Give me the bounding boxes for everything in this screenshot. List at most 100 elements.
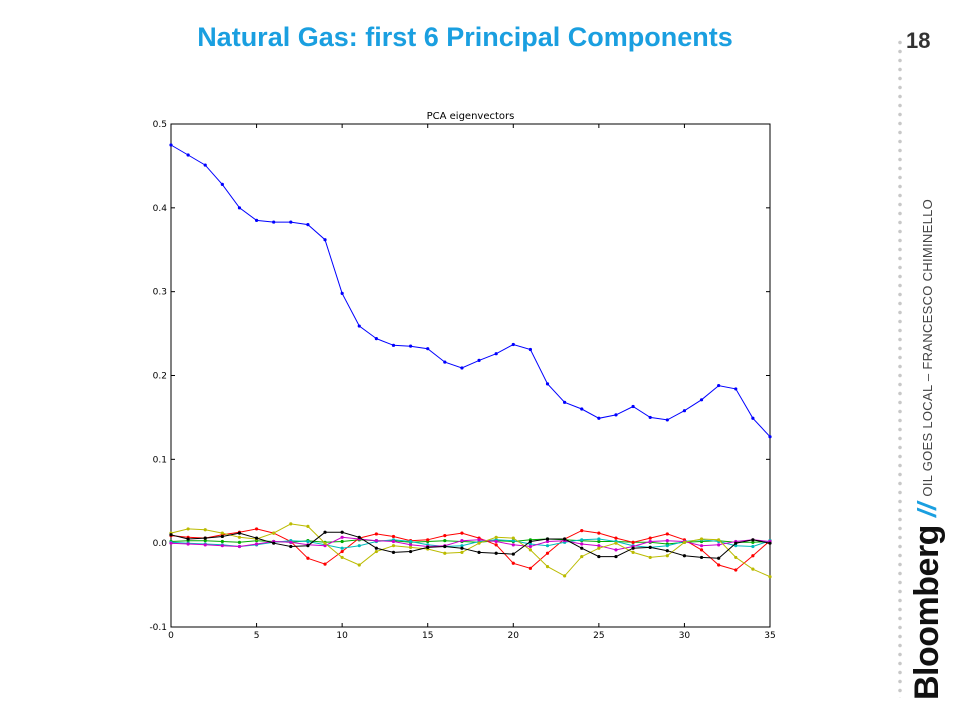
series-7-point bbox=[648, 545, 652, 549]
series-6-point bbox=[597, 546, 601, 550]
series-1-point bbox=[254, 218, 259, 223]
x-tick-label: 5 bbox=[254, 631, 260, 641]
series-1-point bbox=[648, 415, 652, 420]
series-6-point bbox=[272, 531, 276, 535]
series-7-point bbox=[289, 544, 293, 549]
series-1-point bbox=[306, 223, 310, 227]
series-1-point bbox=[768, 435, 772, 439]
y-tick-label: 0.3 bbox=[153, 288, 167, 298]
slide-title: Natural Gas: first 6 Principal Component… bbox=[197, 22, 733, 52]
series-1-point bbox=[751, 416, 755, 420]
series-5-point bbox=[477, 538, 481, 542]
series-6-point bbox=[631, 550, 635, 554]
series-7-point bbox=[494, 551, 498, 555]
decorative-dot-column bbox=[897, 38, 903, 698]
series-4-point bbox=[580, 538, 584, 542]
series-6-point bbox=[374, 549, 378, 554]
series-1-point bbox=[511, 342, 515, 347]
series-1-point bbox=[374, 337, 378, 341]
series-3-point bbox=[254, 527, 259, 531]
series-5-point bbox=[203, 543, 207, 547]
series-1-point bbox=[289, 220, 293, 224]
series-7-point bbox=[717, 556, 721, 560]
series-4-point bbox=[665, 544, 669, 548]
series-7-point bbox=[477, 550, 481, 554]
y-tick-label: 0.5 bbox=[153, 120, 167, 130]
series-3-point bbox=[443, 534, 447, 538]
series-3-point bbox=[340, 549, 344, 554]
series-5-point bbox=[340, 535, 344, 539]
y-tick-label: 0.1 bbox=[153, 455, 167, 465]
y-tick-label: 0.0 bbox=[153, 539, 168, 549]
series-6-point bbox=[682, 540, 687, 544]
series-7-point bbox=[237, 531, 242, 535]
series-6-point bbox=[665, 554, 669, 558]
series-7-point bbox=[272, 541, 276, 545]
series-4-point bbox=[306, 539, 310, 544]
series-6-point bbox=[751, 567, 755, 571]
series-1-point bbox=[528, 347, 533, 352]
series-4-point bbox=[460, 544, 464, 548]
series-1-point bbox=[409, 344, 413, 348]
series-7-point bbox=[340, 530, 344, 534]
series-6-point bbox=[545, 565, 550, 569]
series-1-point bbox=[169, 143, 173, 147]
series-7-point bbox=[186, 537, 190, 541]
series-3-point bbox=[699, 548, 704, 552]
series-6-point bbox=[734, 555, 738, 560]
series-7-point bbox=[682, 554, 687, 558]
series-7-point bbox=[563, 537, 567, 541]
series-3-point bbox=[426, 538, 430, 542]
y-tick-label: 0.4 bbox=[153, 204, 168, 214]
page-number: 18 bbox=[906, 28, 931, 53]
series-7-point bbox=[597, 554, 601, 559]
series-6-point bbox=[580, 554, 584, 559]
series-5-point bbox=[391, 539, 396, 544]
series-6-point bbox=[511, 536, 515, 540]
series-1-point bbox=[597, 416, 601, 420]
series-1-point bbox=[237, 206, 242, 210]
series-5-point bbox=[580, 542, 584, 546]
series-4-point bbox=[545, 544, 550, 548]
series-4-point bbox=[734, 544, 738, 548]
series-6-point bbox=[494, 535, 498, 539]
series-7-point bbox=[545, 537, 550, 541]
series-2-point bbox=[751, 540, 755, 544]
series-6-point bbox=[391, 544, 396, 548]
series-5-point bbox=[648, 539, 652, 544]
series-5-point bbox=[186, 542, 190, 546]
series-6-point bbox=[717, 538, 721, 542]
series-7-point bbox=[254, 536, 259, 540]
series-7-point bbox=[391, 550, 396, 554]
series-3-point bbox=[306, 556, 310, 560]
series-2-point bbox=[203, 539, 207, 543]
series-1-point bbox=[443, 360, 447, 364]
series-1-point bbox=[545, 382, 550, 386]
series-1-point bbox=[220, 182, 224, 186]
series-5-point bbox=[409, 543, 413, 547]
series-1-point bbox=[203, 163, 207, 167]
series-1-point bbox=[580, 407, 584, 411]
series-1-point bbox=[631, 404, 635, 409]
series-5-point bbox=[665, 539, 669, 543]
series-line-6 bbox=[170, 523, 771, 578]
series-6-point bbox=[306, 524, 310, 529]
series-1-point bbox=[563, 400, 567, 404]
series-2-point bbox=[220, 539, 224, 544]
series-4-point bbox=[511, 539, 515, 543]
series-3-point bbox=[597, 531, 601, 535]
series-6-point bbox=[357, 563, 361, 567]
series-5-point bbox=[237, 544, 242, 549]
series-7-point bbox=[734, 541, 738, 545]
series-4-point bbox=[340, 546, 344, 550]
series-6-point bbox=[237, 535, 242, 539]
chart-title: PCA eigenvectors bbox=[427, 111, 515, 122]
series-4-point bbox=[409, 539, 413, 544]
series-2-point bbox=[597, 539, 601, 544]
x-tick-label: 30 bbox=[679, 631, 691, 641]
series-4-point bbox=[597, 537, 601, 541]
series-7-point bbox=[374, 546, 378, 550]
series-3-point bbox=[494, 543, 498, 547]
series-7-point bbox=[409, 549, 413, 554]
